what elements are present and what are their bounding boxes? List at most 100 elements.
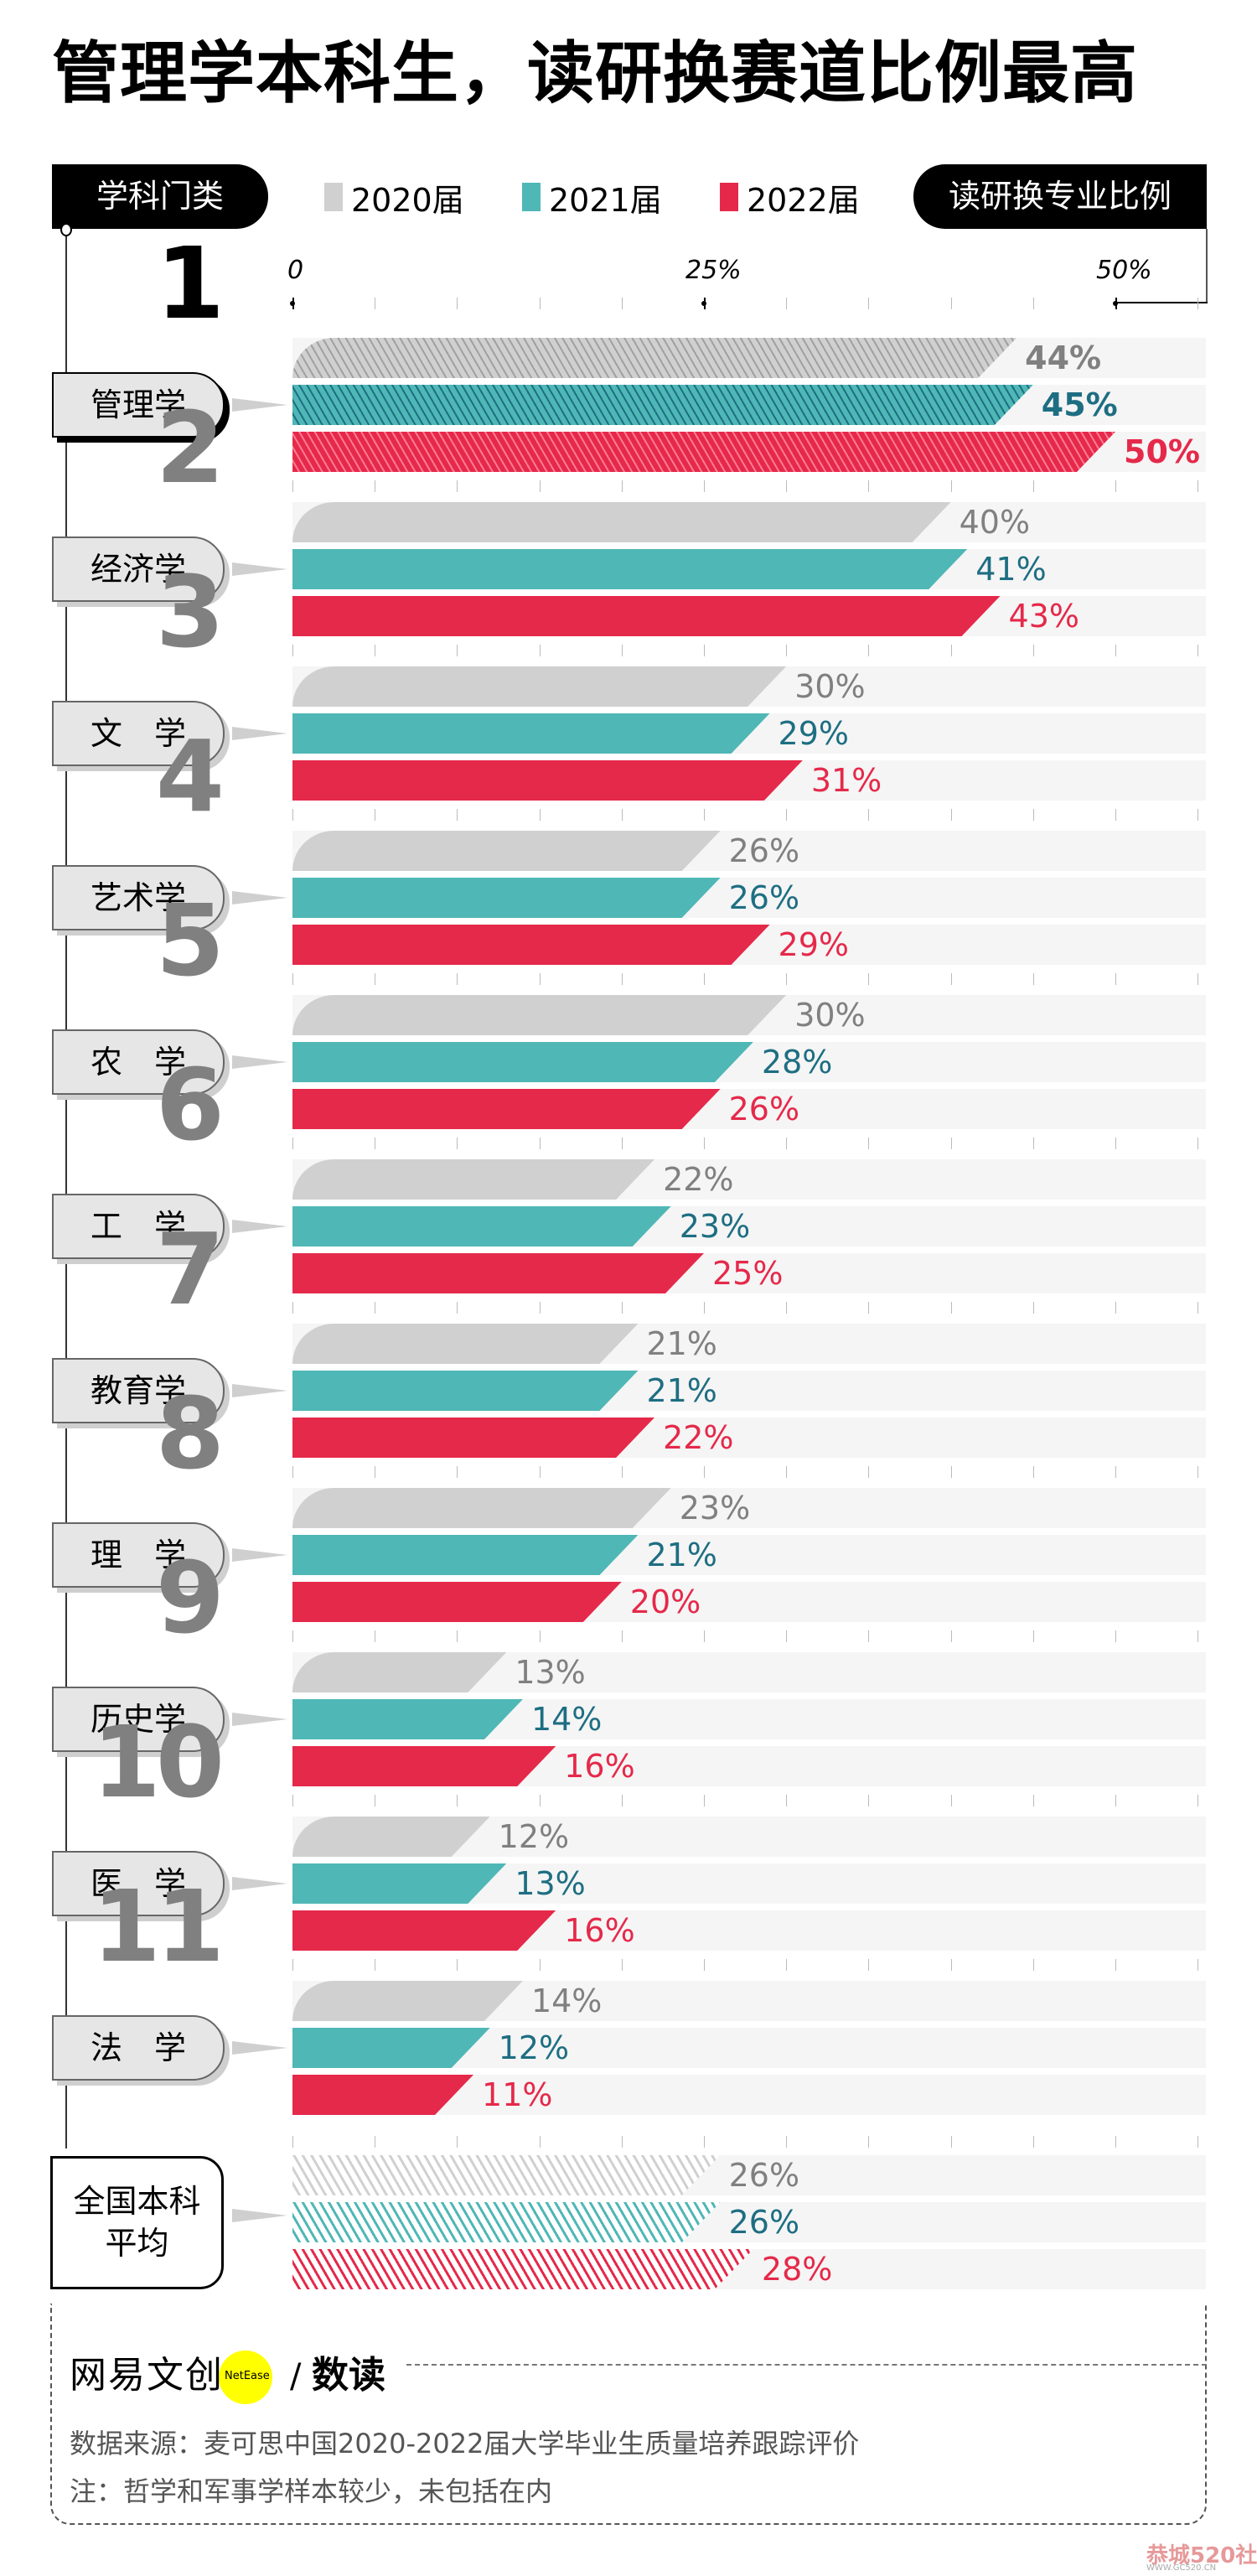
bar-2022 xyxy=(292,1582,622,1622)
axis-tick xyxy=(621,2136,623,2148)
value-label-2020: 30% xyxy=(794,997,866,1034)
axis-tick xyxy=(292,809,293,821)
axis-tick xyxy=(539,1630,541,1642)
legend-swatch-2020 xyxy=(324,183,343,211)
rank-number: 4 xyxy=(155,718,225,834)
bar-2022 xyxy=(292,432,1115,472)
axis-tick xyxy=(868,809,870,821)
category-label: 工 学 xyxy=(52,1194,225,1259)
axis-tick xyxy=(621,973,623,985)
axis-tick xyxy=(786,2136,788,2148)
axis-tick xyxy=(786,1630,788,1642)
axis-tick xyxy=(457,298,458,309)
logo-text: 网易文创 xyxy=(70,2354,224,2397)
axis-tick xyxy=(621,1795,623,1806)
bar-2022 xyxy=(292,596,1001,636)
value-label-2020: 30% xyxy=(794,668,866,705)
bar-2020 xyxy=(292,1652,507,1692)
value-label-2021: 21% xyxy=(646,1537,717,1573)
axis-tick xyxy=(292,1138,293,1149)
rank-number: 9 xyxy=(155,1540,225,1656)
axis-tick xyxy=(704,1138,705,1149)
bar-2022 xyxy=(292,760,803,801)
value-label-2020: 22% xyxy=(663,1161,734,1198)
bar-2022 xyxy=(292,1910,556,1951)
rank-number: 8 xyxy=(155,1376,225,1491)
legend-swatch-2021 xyxy=(522,183,541,211)
pointer-arrow-icon xyxy=(232,1713,287,1726)
watermark-url: WWW.GC520.CN xyxy=(1146,2563,1217,2573)
value-label-2022: 31% xyxy=(810,762,882,799)
category-label: 管理学 xyxy=(52,372,225,438)
value-label-2020: 21% xyxy=(646,1325,717,1362)
axis-tick xyxy=(292,2136,293,2148)
category-label: 历史学 xyxy=(52,1687,225,1752)
bar-2021 xyxy=(292,878,721,918)
bar-2021 xyxy=(292,2028,490,2068)
axis-tick xyxy=(539,645,541,656)
axis-tick xyxy=(292,1795,293,1806)
bar-2022 xyxy=(292,1746,556,1786)
axis-tick xyxy=(1032,1795,1034,1806)
axis-tick xyxy=(950,1630,952,1642)
netease-logo-circle-icon xyxy=(219,2351,272,2404)
axis-tick xyxy=(1032,1630,1034,1642)
axis-tick xyxy=(868,1630,870,1642)
value-label-2021: 12% xyxy=(498,2029,570,2066)
axis-tick xyxy=(704,1959,705,1971)
bar-2021 xyxy=(292,549,968,589)
bar-2021 xyxy=(292,1042,753,1082)
axis-tick xyxy=(621,1302,623,1314)
axis-tick xyxy=(950,645,952,656)
axis-tick xyxy=(950,1466,952,1478)
axis-tick xyxy=(704,298,706,309)
axis-tick xyxy=(1115,2136,1116,2148)
category-label: 理 学 xyxy=(52,1522,225,1588)
axis-tick xyxy=(292,1630,293,1642)
category-label: 农 学 xyxy=(52,1029,225,1095)
pointer-arrow-icon xyxy=(232,2209,287,2222)
logo-badge: NetEase xyxy=(225,2370,270,2382)
axis-tick xyxy=(1115,1959,1116,1971)
axis-tick xyxy=(457,809,458,821)
axis-tick xyxy=(950,298,952,309)
axis-tick xyxy=(539,1466,541,1478)
value-label-2020: 23% xyxy=(679,1490,751,1526)
category-axis-header: 学科门类 xyxy=(52,164,268,229)
axis-tick xyxy=(457,1959,458,1971)
legend-label: 2020届 xyxy=(351,181,464,219)
legend-item-2021: 2021届 xyxy=(522,179,662,219)
value-label-2021: 21% xyxy=(646,1372,717,1409)
axis-tick xyxy=(950,1959,952,1971)
axis-tick xyxy=(539,1302,541,1314)
axis-tick xyxy=(868,298,870,309)
axis-tick xyxy=(868,2136,870,2148)
rank-number: 1 xyxy=(155,225,225,341)
rank-number: 7 xyxy=(155,1211,225,1327)
pointer-arrow-icon xyxy=(232,1548,287,1562)
legend-swatch-2022 xyxy=(720,183,738,211)
value-label-2021: 26% xyxy=(728,879,800,916)
axis-tick xyxy=(704,1466,705,1478)
axis-tick xyxy=(292,1302,293,1314)
bar-2021 xyxy=(292,1371,639,1411)
axis-tick xyxy=(868,645,870,656)
bar-2021 xyxy=(292,2202,721,2242)
axis-tick xyxy=(539,809,541,821)
axis-tick xyxy=(704,1302,705,1314)
legend-item-2020: 2020届 xyxy=(324,179,464,219)
axis-tick xyxy=(950,1302,952,1314)
chart-title: 管理学本科生，读研换赛道比例最高 xyxy=(52,34,1138,112)
axis-tick xyxy=(292,480,293,492)
axis-tick xyxy=(1032,1959,1034,1971)
axis-tick xyxy=(1032,645,1034,656)
axis-tick-label-50: 50% xyxy=(1096,256,1152,285)
bar-2020 xyxy=(292,338,1017,378)
axis-tick xyxy=(1115,809,1116,821)
bar-2021 xyxy=(292,1699,523,1739)
bar-2020 xyxy=(292,1981,523,2021)
value-label-2022: 50% xyxy=(1124,433,1200,470)
axis-tick xyxy=(704,809,705,821)
legend-label: 2022届 xyxy=(747,181,860,219)
rank-number: 5 xyxy=(155,883,225,998)
